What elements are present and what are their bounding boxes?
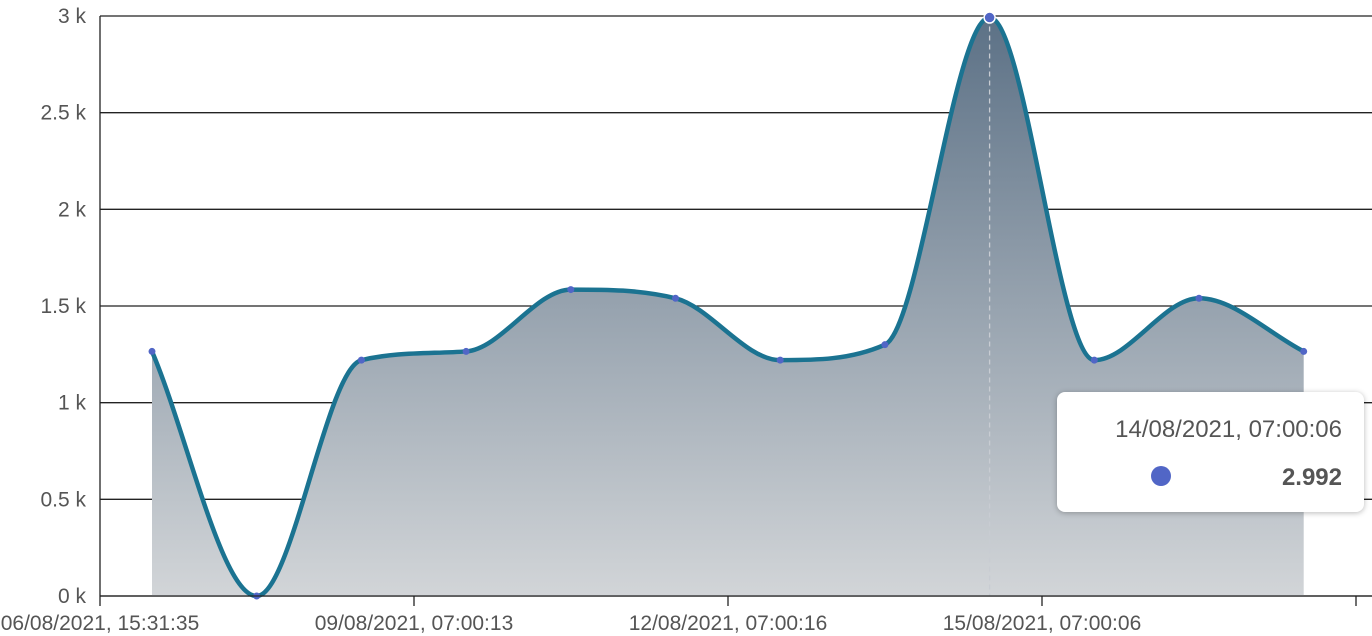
x-tick-label: 06/08/2021, 15:31:35 [1, 612, 200, 635]
y-tick-label: 0.5 k [40, 488, 86, 511]
series-area-fill [152, 17, 1304, 596]
tooltip-series-marker-icon [1151, 466, 1171, 486]
data-point[interactable] [1300, 347, 1308, 355]
data-point[interactable] [357, 356, 365, 364]
y-tick-label: 1.5 k [40, 295, 86, 318]
x-tick-label: 15/08/2021, 07:00:06 [943, 612, 1142, 635]
axes: 0 k 0.5 k 1 k 1.5 k 2 k 2.5 k 3 k 06/08/2021, 1… [1, 5, 1372, 635]
series-line-path [149, 15, 1306, 599]
series-area [152, 17, 1304, 596]
tooltip-value: 2.992 [1281, 464, 1342, 491]
data-point[interactable] [567, 286, 575, 294]
data-point[interactable] [881, 341, 889, 349]
tooltip-title: 14/08/2021, 07:00:06 [1115, 416, 1342, 443]
data-point[interactable] [462, 347, 470, 355]
data-point[interactable] [1195, 294, 1203, 302]
y-tick-label: 3 k [58, 5, 87, 28]
x-tick-label: 12/08/2021, 07:00:16 [629, 612, 828, 635]
y-tick-label: 0 k [58, 585, 87, 608]
y-tick-label: 2.5 k [40, 102, 86, 125]
data-point[interactable] [1090, 356, 1098, 364]
data-point[interactable] [776, 356, 784, 364]
data-point-highlighted[interactable] [983, 11, 996, 24]
data-point[interactable] [672, 294, 679, 302]
y-tick-label: 1 k [58, 392, 87, 415]
x-tick-label: 09/08/2021, 07:00:13 [315, 612, 514, 635]
tooltip: 14/08/2021, 07:00:06 2.992 [1057, 392, 1364, 512]
data-point[interactable] [148, 347, 156, 355]
series-line [149, 15, 1306, 599]
y-tick-label: 2 k [58, 198, 87, 221]
